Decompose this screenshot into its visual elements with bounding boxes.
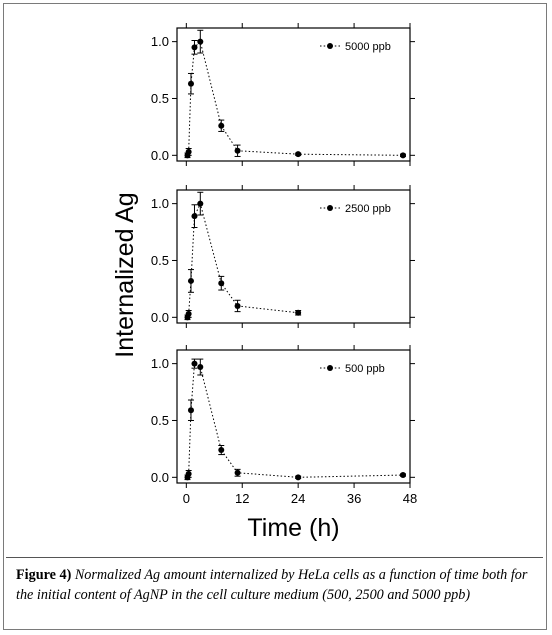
data-point <box>185 148 192 155</box>
data-point <box>295 151 302 158</box>
data-point <box>197 200 204 207</box>
legend-marker <box>327 205 333 211</box>
series-line <box>187 40 404 156</box>
series-line <box>187 362 404 478</box>
data-point <box>234 469 241 476</box>
caption-text: Normalized Ag amount internalized by HeL… <box>16 567 528 603</box>
series-line <box>187 202 299 318</box>
data-point <box>197 38 204 45</box>
data-point <box>234 302 241 309</box>
figure-caption: Figure 4) Normalized Ag amount internali… <box>16 565 538 605</box>
y-tick-label: 1.0 <box>151 34 169 49</box>
x-axis-title: Time (h) <box>247 514 339 542</box>
legend-marker <box>327 365 333 371</box>
caption-label: Figure 4) <box>16 567 72 583</box>
y-tick-label: 0.0 <box>151 470 169 485</box>
data-point <box>191 44 198 51</box>
figure-frame <box>3 3 547 630</box>
y-tick-label: 0.5 <box>151 253 169 268</box>
data-point <box>191 213 198 220</box>
data-point <box>191 360 198 367</box>
caption-divider <box>6 557 543 558</box>
x-tick-label: 48 <box>403 491 417 506</box>
data-point <box>218 122 225 129</box>
data-point <box>234 147 241 154</box>
legend-label: 500 ppb <box>345 363 385 375</box>
legend-label: 5000 ppb <box>345 41 391 53</box>
x-tick-label: 0 <box>183 491 190 506</box>
y-tick-label: 1.0 <box>151 196 169 211</box>
data-point <box>218 280 225 287</box>
data-point <box>187 277 194 284</box>
panel-1: 0.0 0.5 1.0 5000 ppb <box>151 23 415 166</box>
y-tick-label: 1.0 <box>151 356 169 371</box>
data-point <box>295 309 302 316</box>
data-point <box>400 152 407 159</box>
data-point <box>218 447 225 454</box>
data-point <box>295 474 302 481</box>
x-tick-label: 12 <box>235 491 249 506</box>
data-point <box>185 310 192 317</box>
legend-label: 2500 ppb <box>345 203 391 215</box>
plot-area-frame <box>176 349 411 484</box>
y-tick-label: 0.5 <box>151 413 169 428</box>
y-tick-label: 0.0 <box>151 148 169 163</box>
panel-2: 0.0 0.5 1.0 2500 ppb <box>151 185 415 328</box>
y-tick-label: 0.5 <box>151 91 169 106</box>
x-tick-label: 24 <box>291 491 305 506</box>
plot-area-frame <box>176 27 411 162</box>
data-point <box>187 80 194 87</box>
data-point <box>400 472 407 479</box>
legend-marker <box>327 43 333 49</box>
data-point <box>197 364 204 371</box>
x-tick-label: 36 <box>347 491 361 506</box>
plot-area-frame <box>176 189 411 324</box>
data-point <box>187 407 194 414</box>
panel-3: 0.0 0.5 1.0 500 ppb <box>151 345 415 488</box>
y-tick-label: 0.0 <box>151 310 169 325</box>
data-point <box>185 470 192 477</box>
y-axis-title: Internalized Ag <box>111 192 139 357</box>
